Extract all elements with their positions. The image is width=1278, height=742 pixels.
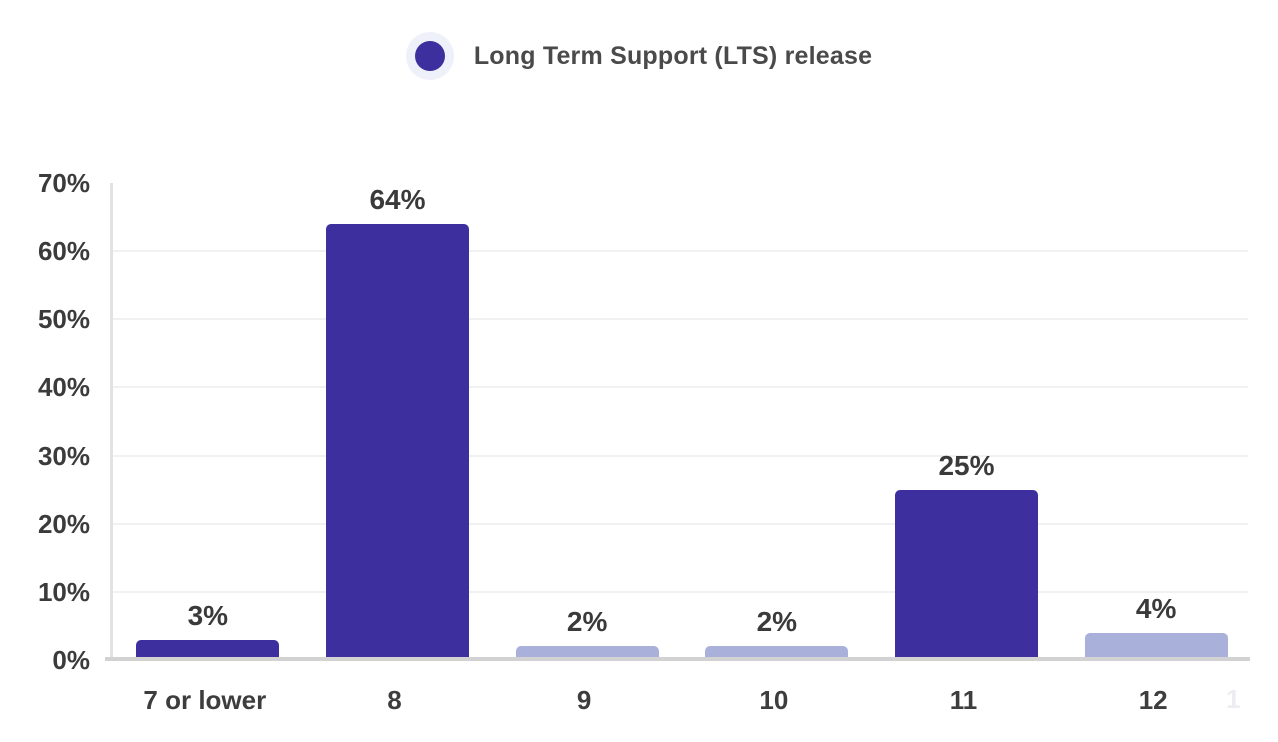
- bar-9: [515, 646, 659, 660]
- bar-7-or-lower: [136, 639, 280, 660]
- y-axis-tick-label: 50%: [37, 304, 90, 335]
- x-axis-label: 10: [759, 685, 789, 715]
- gridline: [113, 386, 1248, 389]
- bar-value-label: 4%: [1135, 592, 1177, 624]
- x-axis-label: 8: [387, 685, 402, 715]
- x-axis-label: 12: [1138, 685, 1168, 715]
- x-axis-label: 9: [576, 685, 592, 715]
- partial-corner-label: 1: [1226, 684, 1241, 714]
- x-axis-line: [105, 657, 1250, 661]
- y-axis-tick-label: 10%: [37, 576, 90, 607]
- bar-value-label: 2%: [756, 606, 798, 638]
- y-axis-tick-label: 30%: [37, 440, 90, 471]
- y-axis-tick-label: 20%: [37, 508, 90, 539]
- legend-label: Long Term Support (LTS) release: [473, 41, 873, 70]
- bar-12: [1084, 632, 1228, 660]
- y-axis-tick-label: 70%: [37, 168, 90, 198]
- gridline: [113, 318, 1248, 321]
- bar-8: [326, 223, 469, 660]
- bar-value-label: 3%: [187, 599, 229, 631]
- y-axis-tick-label: 60%: [37, 236, 90, 267]
- y-axis-tick-label: 0%: [52, 645, 90, 675]
- gridline: [113, 454, 1248, 457]
- x-axis-label: 11: [949, 685, 978, 715]
- plot-area: 3% 64% 2% 2% 25% 4%: [110, 183, 1248, 660]
- gridline: [113, 590, 1248, 593]
- bar-value-label: 25%: [938, 449, 995, 481]
- gridline: [113, 522, 1248, 525]
- x-axis-label: 7 or lower: [143, 685, 267, 715]
- bar-10: [705, 646, 849, 660]
- legend-swatch-icon: [414, 41, 445, 71]
- gridline: [113, 250, 1248, 253]
- legend-swatch-halo: [405, 32, 454, 80]
- bar-value-label: 2%: [566, 606, 608, 638]
- bar-value-label: 64%: [369, 183, 426, 215]
- legend-item-lts[interactable]: Long Term Support (LTS) release: [0, 32, 1278, 80]
- y-axis-tick-label: 40%: [37, 372, 90, 403]
- bar-11: [895, 489, 1038, 660]
